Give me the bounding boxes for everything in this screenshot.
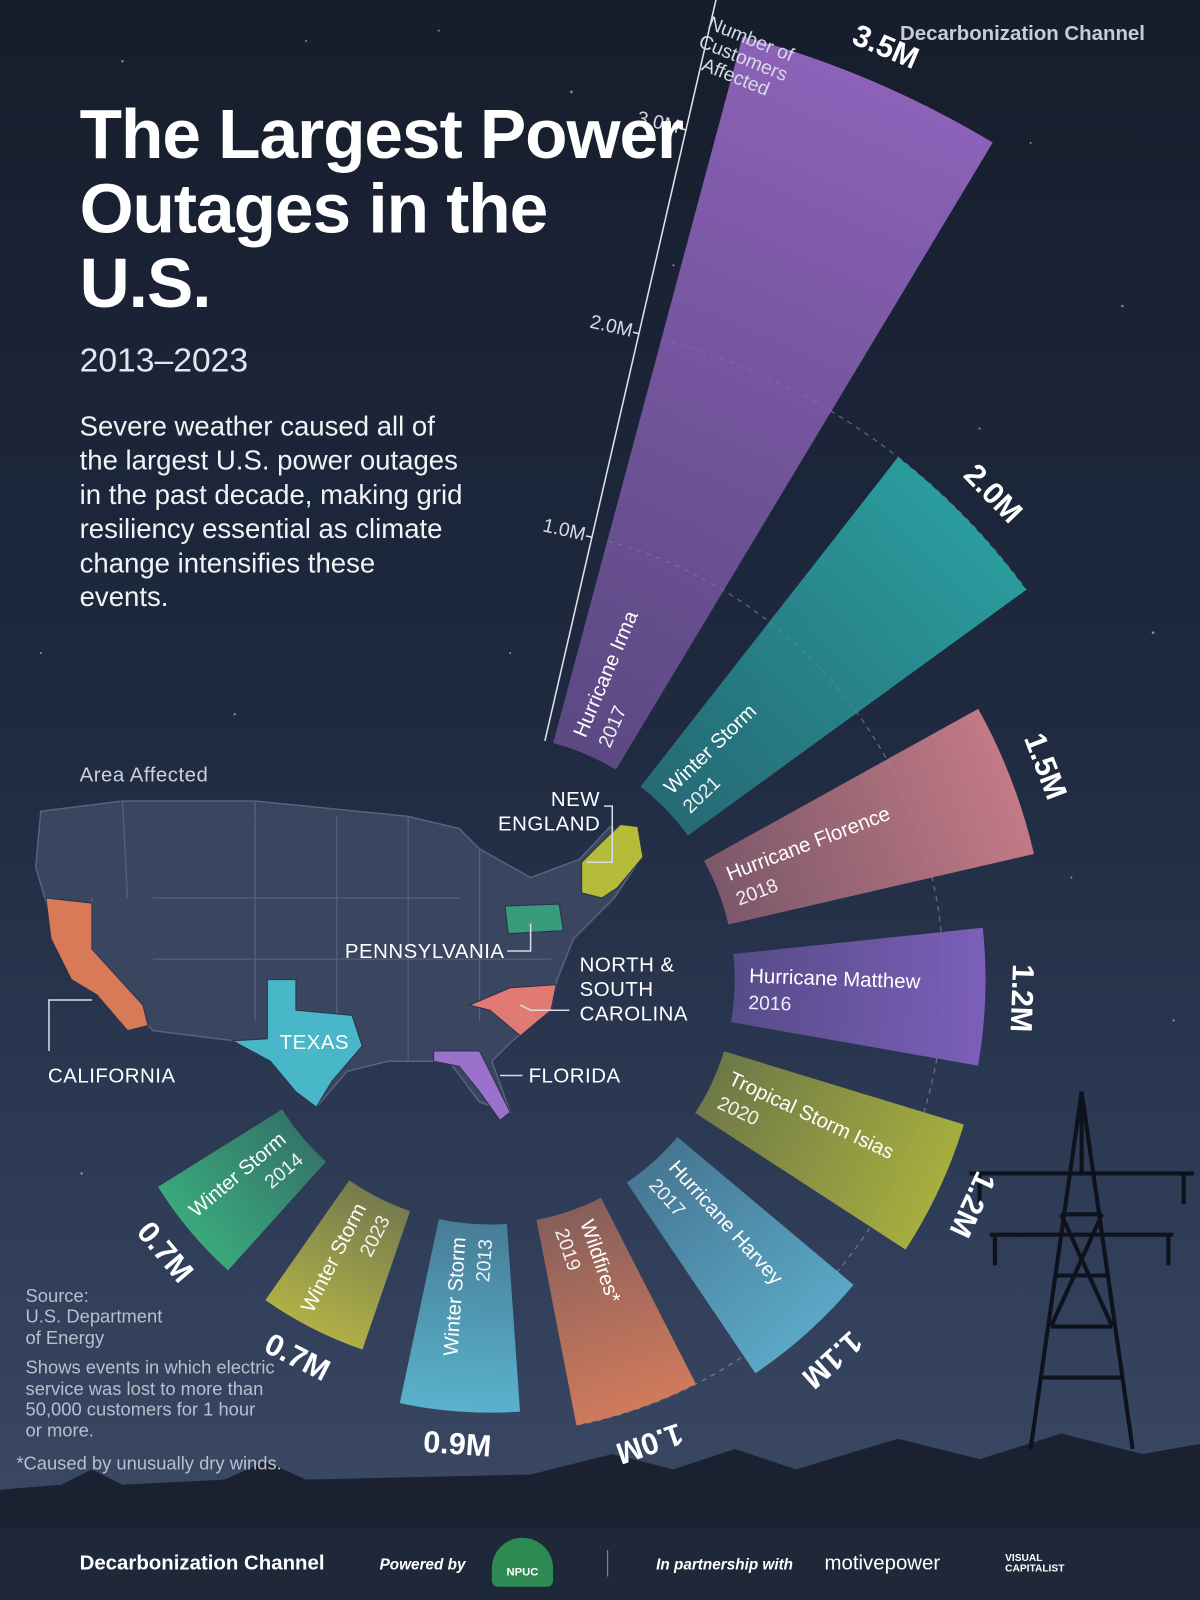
state-borders — [91, 800, 552, 1062]
source: U.S. Department of Energy — [25, 1306, 163, 1348]
axis-tick — [585, 535, 593, 539]
map-label: Area Affected — [79, 764, 209, 787]
bar — [730, 927, 986, 1066]
separator — [607, 1549, 609, 1577]
bar — [553, 36, 993, 770]
map-region — [45, 897, 149, 1032]
npuc-logo — [491, 1537, 554, 1587]
value-label: 0.9M — [422, 1425, 492, 1464]
region-label: NEW ENGLAND — [497, 788, 601, 836]
partnership: In partnership with — [656, 1556, 794, 1574]
value-label: 1.1M — [795, 1324, 868, 1395]
subtitle: 2013–2023 — [79, 340, 249, 379]
motivepower: motivepower — [824, 1552, 941, 1575]
footer: Decarbonization Channel Powered by NPUC … — [0, 1527, 1200, 1600]
bar — [536, 1197, 696, 1426]
map-region — [230, 979, 363, 1108]
region-label: TEXAS — [279, 1031, 350, 1055]
bar — [626, 1137, 854, 1374]
bar — [640, 457, 1027, 836]
brand: Decarbonization Channel — [899, 22, 1145, 45]
us-outline — [34, 800, 644, 1114]
source-label: Source: — [25, 1285, 89, 1307]
bar-year: 2013 — [472, 1238, 497, 1283]
map-region — [504, 903, 564, 935]
bar — [695, 1051, 964, 1250]
bar — [158, 1109, 326, 1271]
value-label: 1.2M — [942, 1167, 1002, 1243]
region-label: NORTH & SOUTH CAROLINA — [579, 954, 689, 1026]
footer-brand: Decarbonization Channel — [79, 1552, 325, 1575]
axis-tick — [679, 127, 687, 131]
houses-silhouette — [0, 1433, 1200, 1528]
region-label: CALIFORNIA — [47, 1065, 176, 1088]
bar — [703, 708, 1034, 925]
stars — [39, 29, 1175, 1175]
visual-capitalist: VISUAL CAPITALIST — [1005, 1553, 1065, 1575]
region-label: PENNSYLVANIA — [344, 940, 505, 964]
description: Severe weather caused all of the largest… — [79, 411, 463, 613]
pylon — [969, 1091, 1194, 1450]
value-label: 2.0M — [957, 457, 1029, 530]
us-map — [34, 800, 644, 1122]
axis-tick-label: 1.0M — [541, 514, 588, 545]
value-label: 1.5M — [1017, 728, 1073, 804]
map-region — [433, 1050, 511, 1122]
powered-by: Powered by — [379, 1556, 466, 1574]
leader-lines — [48, 805, 614, 1077]
value-axis — [544, 0, 717, 742]
axis-tick — [632, 331, 640, 335]
region-label: FLORIDA — [528, 1065, 621, 1088]
note: Shows events in which electric service w… — [25, 1357, 275, 1441]
title: The Largest Power Outages in the U.S. — [79, 95, 684, 322]
bar — [265, 1180, 411, 1350]
bar — [399, 1219, 521, 1413]
value-label: 1.2M — [1004, 964, 1040, 1033]
npuc: NPUC — [506, 1566, 539, 1579]
footnote: *Caused by unusually dry winds. — [16, 1453, 282, 1474]
value-label: 1.0M — [612, 1416, 687, 1470]
bar-year: 2016 — [748, 992, 792, 1015]
